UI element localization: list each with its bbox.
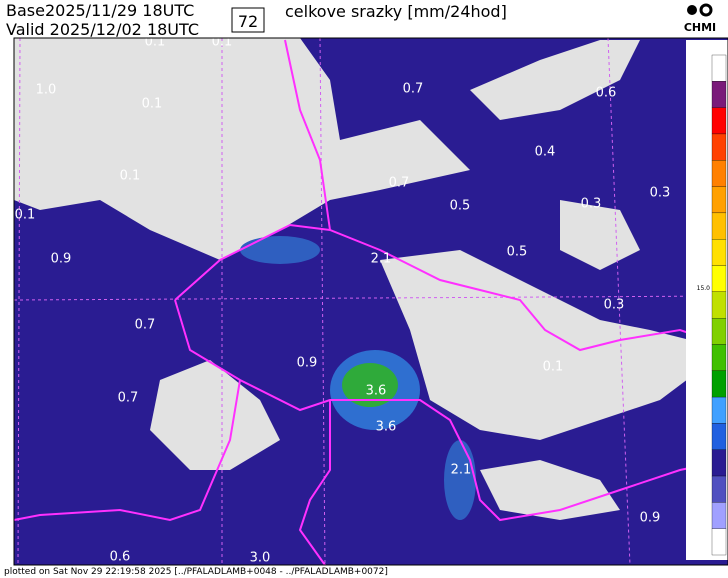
scale-swatch: [711, 133, 727, 161]
wet-area: [342, 363, 398, 407]
borders: [13, 39, 728, 566]
map-label: 1.0: [36, 83, 57, 98]
map-label: 0.9: [640, 511, 661, 526]
map: 0.1 0.1 1.0 0.1 0.7 0.6 0.4 0.1 0.7 0.3 0.1 0.5 0.3 0…: [13, 35, 728, 566]
valid-time: Valid 2025/12/02 18UTC: [6, 20, 199, 39]
dry-area: [480, 460, 620, 520]
scale-label: 15.0: [697, 285, 711, 292]
grid-line: [607, 37, 631, 566]
scale-swatch: [711, 160, 727, 187]
scale-swatch: [711, 318, 727, 345]
scale-swatch: [711, 186, 727, 214]
map-label: 0.1: [120, 169, 141, 184]
logo-mark: [699, 3, 713, 17]
scale-swatch: [711, 528, 727, 556]
step-box: [231, 7, 265, 33]
map-label: 0.6: [110, 550, 131, 565]
base-time: Base2025/11/29 18UTC: [6, 1, 194, 20]
grid-line: [13, 295, 728, 301]
scale-swatch: [711, 344, 727, 371]
border: [174, 299, 728, 522]
map-label: 0.7: [389, 176, 410, 191]
map-label: 0.6: [596, 86, 617, 101]
map-label: 3.6: [376, 420, 397, 435]
title: celkove srazky [mm/24hod]: [285, 2, 507, 21]
footer: plotted on Sat Nov 29 22:19:58 2025 [../…: [4, 567, 388, 577]
map-label: 0.7: [403, 82, 424, 97]
wet-area: [444, 440, 476, 520]
scale-swatch: [711, 81, 727, 108]
map-label: 0.7: [118, 391, 139, 406]
dry-area: [560, 200, 640, 270]
map-label: 0.1: [145, 35, 166, 50]
step: 72: [238, 12, 258, 31]
map-label: 0.3: [650, 186, 671, 201]
map-label: 3.6: [366, 384, 387, 399]
map-label: 0.7: [135, 318, 156, 333]
map-label: 0.1: [212, 35, 233, 50]
map-label: 0.3: [604, 298, 625, 313]
wet-area: [240, 236, 320, 264]
map-label: 0.3: [581, 197, 602, 212]
map-label: 0.5: [507, 245, 528, 260]
map-label: 3.0: [250, 551, 271, 566]
dry-area: [150, 360, 280, 470]
border: [284, 39, 331, 231]
map-label: 2.1: [451, 463, 472, 478]
scale-swatch: [711, 423, 727, 450]
map-label: 0.1: [15, 208, 36, 223]
scale-swatch: [711, 54, 727, 82]
map-label: 2.1: [371, 252, 392, 267]
scale-swatch: [711, 396, 727, 424]
border: [13, 379, 241, 522]
map-frame: [13, 37, 728, 566]
dry-area: [470, 40, 640, 120]
border: [298, 400, 331, 566]
map-label: 0.9: [51, 252, 72, 267]
logo: CHMI: [684, 21, 716, 34]
scale-swatch: [711, 370, 727, 398]
grid-line: [17, 37, 21, 566]
scale-swatch: [711, 291, 727, 319]
scale-swatch: [711, 107, 727, 135]
dry-area: [14, 38, 470, 260]
scale-swatch: [711, 449, 727, 477]
border: [174, 223, 728, 361]
wet-areas: [240, 236, 476, 520]
map-label: 0.9: [297, 356, 318, 371]
scale-swatch: [711, 475, 727, 503]
map-label: 0.1: [543, 360, 564, 375]
scale-swatch: [711, 239, 727, 266]
scale-swatch: [711, 265, 727, 292]
logo-mark: [687, 5, 697, 15]
scale-swatch: [711, 502, 727, 529]
map-label: 0.5: [450, 199, 471, 214]
map-label: 0.1: [142, 97, 163, 112]
scale-swatch: [711, 212, 727, 240]
color-scale: 15.0: [686, 40, 728, 560]
map-label: 0.4: [535, 145, 556, 160]
